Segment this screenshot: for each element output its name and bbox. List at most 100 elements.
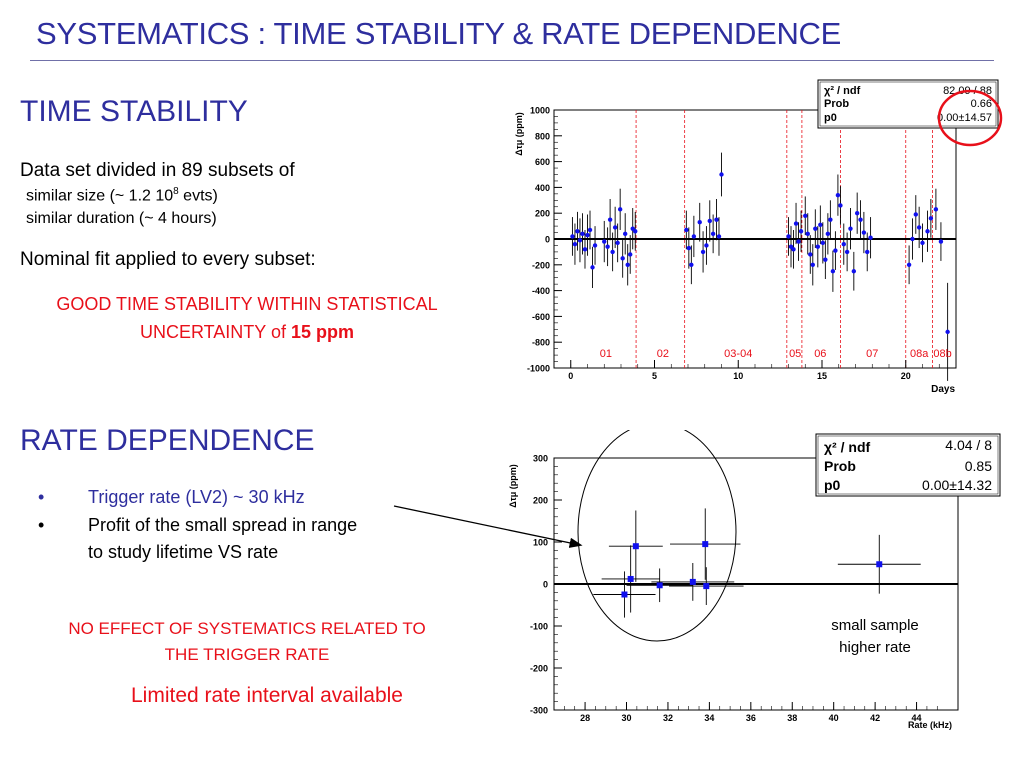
data-point: [632, 543, 639, 550]
x-tick-label: 0: [568, 371, 573, 381]
period-label: 06: [814, 348, 826, 360]
x-tick-label: 10: [733, 371, 743, 381]
data-point: [813, 226, 818, 231]
data-point: [925, 229, 930, 234]
y-tick-label: -400: [532, 286, 550, 296]
data-point: [805, 231, 810, 237]
pointer-arrow: [393, 505, 583, 548]
chart1-p0-label: p0: [824, 112, 837, 124]
data-point: [686, 245, 692, 251]
chart2-stats-box: χ² / ndf 4.04 / 8 Prob 0.85 p0 0.00±14.3…: [815, 433, 1001, 497]
data-point: [617, 207, 623, 212]
annotation-higher-rate: higher rate: [839, 639, 911, 656]
data-point: [825, 231, 831, 237]
y-tick-label: 200: [535, 209, 550, 219]
data-point: [605, 244, 610, 249]
data-point: [610, 249, 615, 255]
data-point: [906, 262, 912, 267]
data-point: [607, 217, 613, 222]
period-label: 02: [657, 348, 669, 360]
limited-rate-text: Limited rate interval available: [131, 684, 403, 707]
x-tick-label: 40: [829, 713, 839, 723]
rate-dependence-chart: 300 200 100 0 -100 -200 -300 28 30 32 34 36 38 40 42 44…: [508, 430, 1001, 730]
data-point: [684, 227, 689, 233]
title-divider: [30, 60, 994, 61]
period-label: 05: [789, 348, 801, 360]
period-label: 07: [866, 348, 878, 360]
data-point: [572, 241, 578, 247]
x-tick-label: 44: [912, 713, 922, 723]
data-point: [621, 591, 628, 598]
data-point: [592, 243, 598, 248]
x-tick-label: 20: [901, 371, 911, 381]
data-point: [823, 257, 828, 262]
x-tick-label: 42: [870, 713, 880, 723]
data-point: [587, 227, 593, 233]
period-label: 01: [600, 348, 612, 360]
chart1-chi2-label: χ² / ndf: [824, 85, 861, 97]
chart2-chi2-label: χ² / ndf: [824, 439, 870, 455]
data-point: [798, 229, 804, 234]
period-label: 03-04: [724, 348, 752, 360]
bullet-spread-cont: to study lifetime VS rate: [88, 542, 279, 562]
data-point: [928, 216, 934, 221]
data-point: [820, 240, 826, 246]
data-point: [577, 238, 583, 243]
data-point: [707, 218, 712, 224]
period-label: 08b: [933, 348, 951, 360]
chart1-prob-label: Prob: [824, 98, 849, 110]
data-point: [628, 252, 633, 257]
y-tick-label: 200: [533, 496, 548, 506]
data-point: [818, 222, 823, 228]
y-tick-label: -200: [532, 260, 550, 270]
data-point: [793, 221, 799, 226]
x-tick-label: 5: [652, 371, 657, 381]
data-point: [803, 213, 808, 218]
chart2-p0-label: p0: [824, 477, 841, 493]
y-tick-label: 300: [533, 454, 548, 464]
data-point: [580, 231, 585, 237]
data-point: [633, 229, 638, 234]
y-tick-label: 1000: [530, 106, 550, 116]
annotation-small-sample: small sample: [831, 617, 919, 634]
data-point: [689, 578, 696, 585]
chart2-chi2-value: 4.04 / 8: [945, 437, 992, 453]
subset-duration-text: similar duration (~ 4 hours): [26, 210, 217, 227]
data-point: [916, 225, 922, 230]
data-point: [910, 236, 915, 242]
data-point: [920, 240, 925, 246]
data-point: [700, 249, 706, 255]
time-stability-conclusion: GOOD TIME STABILITY WITHIN STATISTICAL U…: [56, 294, 438, 342]
data-point: [702, 541, 709, 548]
data-point: [719, 172, 724, 177]
data-point: [830, 269, 836, 274]
data-point: [913, 212, 918, 217]
data-point: [689, 262, 694, 267]
chart1-y-axis-label: Δτμ (ppm): [514, 112, 524, 155]
data-point: [841, 241, 846, 247]
chart2-p0-value: 0.00±14.32: [922, 477, 992, 493]
chart2-highlight-circle: [577, 430, 737, 642]
y-tick-label: 800: [535, 131, 550, 141]
data-point: [833, 248, 838, 253]
data-point: [815, 244, 821, 249]
y-tick-label: 0: [545, 235, 550, 245]
data-point: [808, 252, 813, 257]
data-point: [716, 234, 722, 239]
data-point: [786, 234, 791, 239]
x-tick-label: 30: [622, 713, 632, 723]
data-point: [704, 243, 709, 248]
data-point: [854, 211, 860, 216]
x-tick-label: 38: [787, 713, 797, 723]
data-point: [585, 232, 590, 238]
data-point: [938, 239, 944, 244]
data-point: [933, 207, 939, 212]
data-point: [570, 234, 575, 239]
rate-dependence-heading: RATE DEPENDENCE: [20, 424, 315, 457]
y-tick-label: -800: [532, 338, 550, 348]
data-point: [656, 582, 663, 589]
bullet-trigger-rate: • Trigger rate (LV2) ~ 30 kHz: [38, 487, 305, 507]
data-point: [791, 247, 796, 252]
data-point: [876, 561, 883, 568]
